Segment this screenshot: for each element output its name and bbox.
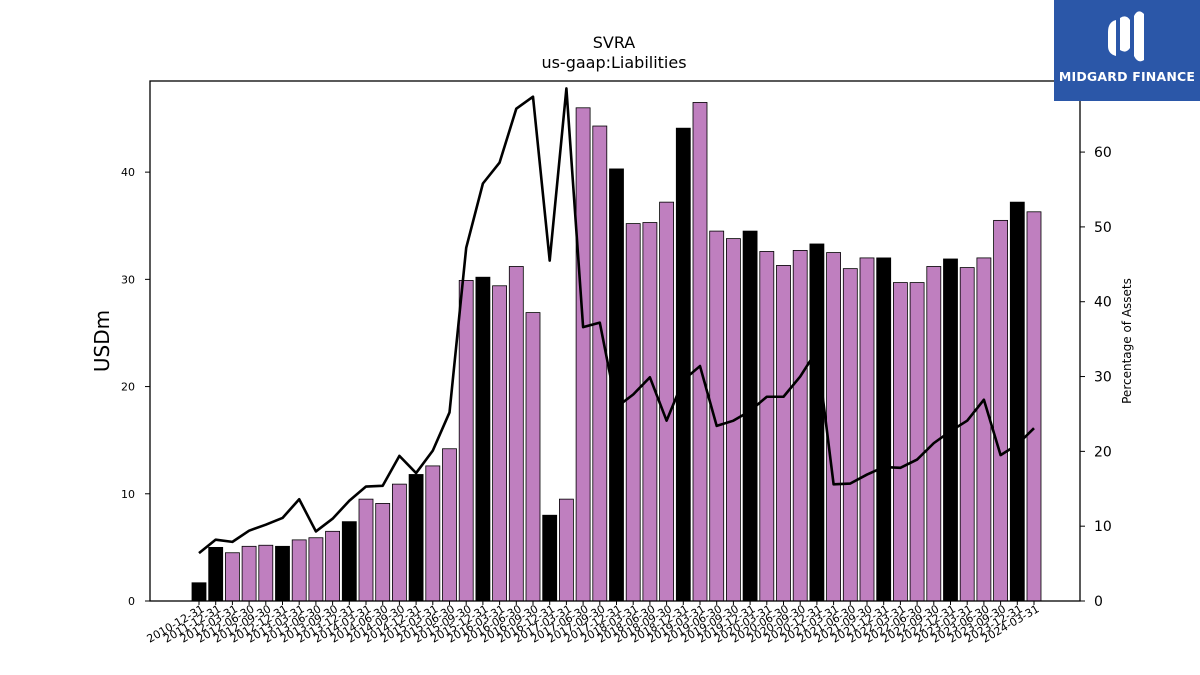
bar-2013-12-31 (341, 521, 357, 602)
bar-2020-09-30 (792, 249, 808, 602)
plot-frame (149, 80, 1081, 602)
midgard-logo-icon (1108, 11, 1144, 62)
bar-2016-06-30 (508, 266, 524, 602)
bar-2016-03-31 (492, 285, 508, 602)
bar-2015-06-30 (442, 448, 457, 602)
left-tick-label: 30 (121, 273, 135, 286)
bar-2021-03-31 (826, 252, 841, 602)
bar-2015-09-30 (458, 280, 474, 602)
left-axis-ticks: 0 10 20 30 40 (121, 166, 150, 608)
right-axis-ticks: 0 10 20 30 40 50 60 (1080, 145, 1112, 610)
bar-2017-06-30 (575, 107, 591, 602)
bar-2012-06-30 (241, 545, 257, 602)
bar-2019-06-30 (709, 230, 725, 602)
bar-2017-09-30 (592, 125, 608, 602)
right-tick-label: 30 (1094, 370, 1112, 386)
left-tick-label: 20 (121, 381, 135, 394)
bar-2011-12-31 (208, 546, 224, 602)
bar-2022-06-30 (909, 282, 925, 602)
y2-axis-label: Percentage of Assets (1120, 278, 1134, 404)
bar-2020-12-31 (809, 243, 825, 602)
bar-2021-06-30 (842, 268, 858, 602)
x-axis-ticks: 2010-12-312011-12-312012-03-312012-06-30… (145, 601, 1042, 646)
chart-title: SVRA (593, 33, 636, 52)
right-tick-label: 50 (1094, 220, 1112, 236)
bar-series (191, 102, 1042, 602)
left-tick-label: 0 (128, 595, 135, 608)
logo-text: MIDGARD FINANCE (1058, 69, 1196, 84)
bar-2010-12-31 (191, 582, 207, 602)
bar-2023-12-31 (1009, 201, 1025, 602)
bar-2013-06-30 (308, 537, 324, 602)
chart-subtitle: us-gaap:Liabilities (541, 53, 686, 72)
brand-logo: MIDGARD FINANCE (1054, 0, 1200, 101)
right-tick-label: 40 (1094, 295, 1112, 311)
right-tick-label: 20 (1094, 444, 1112, 460)
bar-2016-09-30 (525, 312, 541, 602)
bar-2020-06-30 (776, 265, 791, 602)
percentage-line (198, 87, 1035, 555)
bar-2016-12-31 (542, 514, 558, 602)
bar-2021-12-31 (876, 257, 892, 602)
bar-2012-12-31 (275, 545, 290, 602)
right-tick-label: 10 (1094, 519, 1112, 535)
bar-2014-06-30 (375, 503, 391, 602)
bar-2015-12-31 (475, 276, 491, 602)
bar-2018-12-31 (675, 127, 691, 602)
bar-2013-03-31 (291, 539, 307, 602)
bar-2023-03-31 (959, 267, 975, 602)
left-tick-label: 40 (121, 166, 135, 179)
bar-2013-09-30 (325, 530, 341, 602)
bar-2018-03-31 (625, 223, 641, 602)
bar-2014-03-31 (358, 498, 374, 602)
bar-2017-03-31 (559, 498, 574, 602)
bar-2012-03-31 (224, 552, 240, 602)
bar-2022-09-30 (926, 266, 942, 602)
bar-2024-03-31 (1026, 211, 1042, 602)
bar-2018-09-30 (659, 201, 674, 602)
left-tick-label: 10 (121, 488, 135, 501)
bar-2021-09-30 (859, 257, 875, 602)
bar-2020-03-31 (759, 251, 775, 602)
bar-2018-06-30 (642, 222, 658, 602)
right-tick-label: 0 (1094, 594, 1103, 610)
bar-2014-12-31 (408, 474, 424, 602)
bar-2023-06-30 (976, 257, 992, 602)
right-tick-label: 60 (1094, 145, 1112, 161)
bar-2022-03-31 (893, 282, 908, 602)
bar-2019-12-31 (742, 230, 758, 602)
bar-2015-03-31 (425, 465, 441, 602)
bar-2023-09-30 (993, 219, 1008, 602)
bar-2012-09-30 (258, 544, 274, 602)
bar-2014-09-30 (391, 483, 407, 602)
y-axis-label: USDm (90, 310, 114, 372)
bar-2019-03-31 (692, 102, 708, 602)
